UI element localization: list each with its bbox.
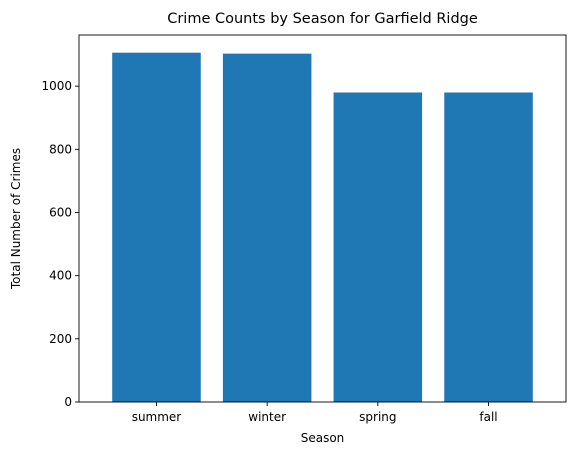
bar-winter xyxy=(222,53,312,403)
bar-fall xyxy=(444,92,533,402)
y-tick-label: 400 xyxy=(49,269,72,283)
y-tick-label: 800 xyxy=(49,142,72,156)
y-tick-label: 600 xyxy=(49,205,72,219)
chart-title: Crime Counts by Season for Garfield Ridg… xyxy=(167,11,478,27)
x-axis: summer winter spring fall xyxy=(132,402,498,424)
y-tick-label: 200 xyxy=(49,332,72,346)
y-tick-label: 1000 xyxy=(41,79,72,93)
x-axis-label: Season xyxy=(301,431,345,445)
bar-summer xyxy=(112,52,201,403)
bars-group xyxy=(112,52,533,403)
plot-frame xyxy=(78,34,567,403)
y-axis-label: Total Number of Crimes xyxy=(9,148,23,290)
x-tick-label: spring xyxy=(359,410,396,424)
y-tick-label: 0 xyxy=(64,395,72,409)
bar-spring xyxy=(333,92,423,402)
x-tick-label: fall xyxy=(479,410,497,424)
x-tick-label: winter xyxy=(248,410,286,424)
y-axis: 0 200 400 600 800 1000 xyxy=(41,79,79,409)
x-tick-label: summer xyxy=(132,410,182,424)
